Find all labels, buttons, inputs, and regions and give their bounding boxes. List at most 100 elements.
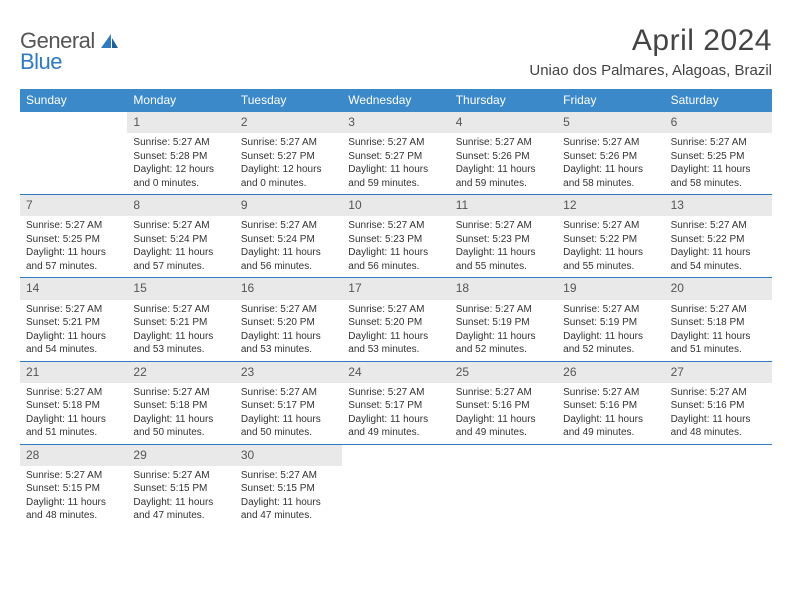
day-number: 18 bbox=[450, 278, 557, 299]
sunrise-text: Sunrise: 5:27 AM bbox=[671, 136, 766, 150]
sunrise-text: Sunrise: 5:27 AM bbox=[563, 303, 658, 317]
calendar-day: 15Sunrise: 5:27 AMSunset: 5:21 PMDayligh… bbox=[127, 278, 234, 360]
sunrise-text: Sunrise: 5:27 AM bbox=[133, 303, 228, 317]
calendar-day: 10Sunrise: 5:27 AMSunset: 5:23 PMDayligh… bbox=[342, 195, 449, 277]
sunset-text: Sunset: 5:22 PM bbox=[671, 233, 766, 247]
days-of-week-row: Sunday Monday Tuesday Wednesday Thursday… bbox=[20, 89, 772, 112]
day-number: 4 bbox=[450, 112, 557, 133]
daylight-text: Daylight: 11 hours bbox=[133, 496, 228, 510]
sunset-text: Sunset: 5:17 PM bbox=[348, 399, 443, 413]
daylight-text: and 59 minutes. bbox=[456, 177, 551, 191]
calendar-day: 28Sunrise: 5:27 AMSunset: 5:15 PMDayligh… bbox=[20, 445, 127, 527]
sunset-text: Sunset: 5:19 PM bbox=[456, 316, 551, 330]
dow-cell: Tuesday bbox=[235, 89, 342, 112]
day-number: 15 bbox=[127, 278, 234, 299]
sunrise-text: Sunrise: 5:27 AM bbox=[563, 386, 658, 400]
calendar-day: 9 Sunrise: 5:27 AMSunset: 5:24 PMDaylight… bbox=[235, 195, 342, 277]
sunset-text: Sunset: 5:18 PM bbox=[671, 316, 766, 330]
daylight-text: Daylight: 11 hours bbox=[348, 330, 443, 344]
day-number: 19 bbox=[557, 278, 664, 299]
sunset-text: Sunset: 5:27 PM bbox=[241, 150, 336, 164]
daylight-text: Daylight: 11 hours bbox=[671, 163, 766, 177]
daylight-text: Daylight: 11 hours bbox=[671, 246, 766, 260]
day-number bbox=[665, 445, 772, 450]
calendar-week: 7Sunrise: 5:27 AMSunset: 5:25 PMDaylight… bbox=[20, 195, 772, 278]
sunrise-text: Sunrise: 5:27 AM bbox=[241, 136, 336, 150]
daylight-text: Daylight: 11 hours bbox=[563, 246, 658, 260]
daylight-text: and 53 minutes. bbox=[348, 343, 443, 357]
daylight-text: and 50 minutes. bbox=[241, 426, 336, 440]
sunset-text: Sunset: 5:15 PM bbox=[26, 482, 121, 496]
sunrise-text: Sunrise: 5:27 AM bbox=[26, 303, 121, 317]
daylight-text: and 48 minutes. bbox=[26, 509, 121, 523]
calendar-day: 26Sunrise: 5:27 AMSunset: 5:16 PMDayligh… bbox=[557, 362, 664, 444]
sunrise-text: Sunrise: 5:27 AM bbox=[671, 303, 766, 317]
sunrise-text: Sunrise: 5:27 AM bbox=[241, 469, 336, 483]
daylight-text: and 51 minutes. bbox=[26, 426, 121, 440]
daylight-text: and 58 minutes. bbox=[563, 177, 658, 191]
day-number: 9 bbox=[235, 195, 342, 216]
sunrise-text: Sunrise: 5:27 AM bbox=[348, 386, 443, 400]
daylight-text: Daylight: 11 hours bbox=[133, 246, 228, 260]
day-number: 27 bbox=[665, 362, 772, 383]
location-label: Uniao dos Palmares, Alagoas, Brazil bbox=[529, 62, 772, 79]
day-number: 21 bbox=[20, 362, 127, 383]
sunrise-text: Sunrise: 5:27 AM bbox=[671, 386, 766, 400]
sunrise-text: Sunrise: 5:27 AM bbox=[241, 219, 336, 233]
daylight-text: Daylight: 11 hours bbox=[348, 246, 443, 260]
sunrise-text: Sunrise: 5:27 AM bbox=[26, 219, 121, 233]
daylight-text: Daylight: 11 hours bbox=[241, 246, 336, 260]
day-number: 24 bbox=[342, 362, 449, 383]
calendar-day: 13 Sunrise: 5:27 AMSunset: 5:22 PMDayligh… bbox=[665, 195, 772, 277]
daylight-text: and 53 minutes. bbox=[241, 343, 336, 357]
daylight-text: and 55 minutes. bbox=[563, 260, 658, 274]
daylight-text: and 57 minutes. bbox=[26, 260, 121, 274]
calendar-week: 28Sunrise: 5:27 AMSunset: 5:15 PMDayligh… bbox=[20, 445, 772, 527]
calendar-week: 1Sunrise: 5:27 AMSunset: 5:28 PMDaylight… bbox=[20, 112, 772, 195]
calendar-week: 21Sunrise: 5:27 AMSunset: 5:18 PMDayligh… bbox=[20, 362, 772, 445]
sunset-text: Sunset: 5:21 PM bbox=[26, 316, 121, 330]
day-number: 8 bbox=[127, 195, 234, 216]
sunset-text: Sunset: 5:20 PM bbox=[241, 316, 336, 330]
daylight-text: Daylight: 11 hours bbox=[563, 163, 658, 177]
daylight-text: Daylight: 11 hours bbox=[241, 496, 336, 510]
calendar-day: 25Sunrise: 5:27 AMSunset: 5:16 PMDayligh… bbox=[450, 362, 557, 444]
dow-cell: Friday bbox=[557, 89, 664, 112]
daylight-text: and 56 minutes. bbox=[348, 260, 443, 274]
sunset-text: Sunset: 5:16 PM bbox=[563, 399, 658, 413]
daylight-text: and 53 minutes. bbox=[133, 343, 228, 357]
sunrise-text: Sunrise: 5:27 AM bbox=[133, 386, 228, 400]
daylight-text: Daylight: 11 hours bbox=[563, 413, 658, 427]
sunrise-text: Sunrise: 5:27 AM bbox=[26, 386, 121, 400]
daylight-text: and 51 minutes. bbox=[671, 343, 766, 357]
sunset-text: Sunset: 5:24 PM bbox=[241, 233, 336, 247]
daylight-text: and 50 minutes. bbox=[133, 426, 228, 440]
daylight-text: and 49 minutes. bbox=[348, 426, 443, 440]
sunrise-text: Sunrise: 5:27 AM bbox=[348, 136, 443, 150]
dow-cell: Wednesday bbox=[342, 89, 449, 112]
sunrise-text: Sunrise: 5:27 AM bbox=[456, 303, 551, 317]
calendar-day: 19Sunrise: 5:27 AMSunset: 5:19 PMDayligh… bbox=[557, 278, 664, 360]
calendar-day: 22Sunrise: 5:27 AMSunset: 5:18 PMDayligh… bbox=[127, 362, 234, 444]
daylight-text: and 54 minutes. bbox=[26, 343, 121, 357]
sunset-text: Sunset: 5:19 PM bbox=[563, 316, 658, 330]
sunset-text: Sunset: 5:15 PM bbox=[133, 482, 228, 496]
sunrise-text: Sunrise: 5:27 AM bbox=[671, 219, 766, 233]
day-number: 23 bbox=[235, 362, 342, 383]
sunset-text: Sunset: 5:27 PM bbox=[348, 150, 443, 164]
day-number: 30 bbox=[235, 445, 342, 466]
sunset-text: Sunset: 5:26 PM bbox=[456, 150, 551, 164]
calendar-day: 18Sunrise: 5:27 AMSunset: 5:19 PMDayligh… bbox=[450, 278, 557, 360]
daylight-text: and 49 minutes. bbox=[563, 426, 658, 440]
sunset-text: Sunset: 5:17 PM bbox=[241, 399, 336, 413]
sunset-text: Sunset: 5:23 PM bbox=[456, 233, 551, 247]
day-number bbox=[20, 112, 127, 117]
daylight-text: and 49 minutes. bbox=[456, 426, 551, 440]
sunrise-text: Sunrise: 5:27 AM bbox=[133, 219, 228, 233]
calendar-day: 20Sunrise: 5:27 AMSunset: 5:18 PMDayligh… bbox=[665, 278, 772, 360]
sunset-text: Sunset: 5:22 PM bbox=[563, 233, 658, 247]
day-number: 22 bbox=[127, 362, 234, 383]
daylight-text: Daylight: 11 hours bbox=[456, 163, 551, 177]
calendar-day: 2Sunrise: 5:27 AMSunset: 5:27 PMDaylight… bbox=[235, 112, 342, 194]
day-number: 13 bbox=[665, 195, 772, 216]
